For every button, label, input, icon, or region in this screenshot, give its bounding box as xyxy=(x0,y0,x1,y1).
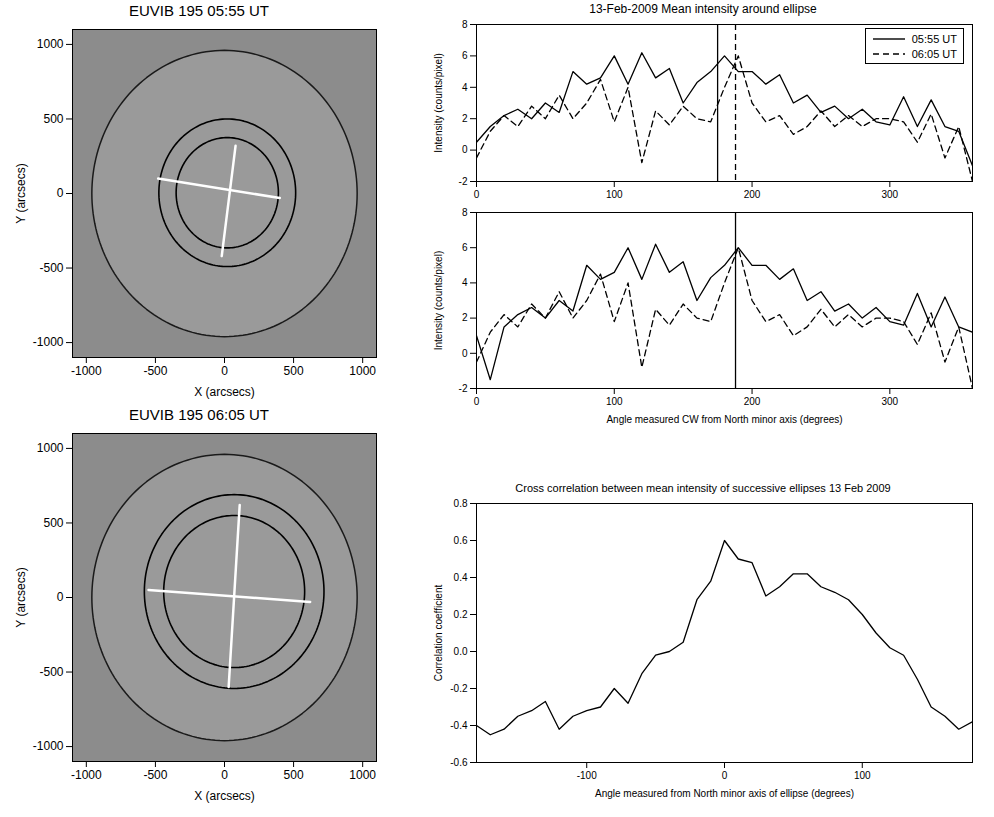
svg-text:0: 0 xyxy=(474,189,480,200)
svg-text:-100: -100 xyxy=(577,770,597,781)
html-text:Cross correlation between mean: Cross correlation between mean intensity… xyxy=(515,482,891,494)
svg-text:Y (arcsecs): Y (arcsecs) xyxy=(14,567,28,627)
svg-text:300: 300 xyxy=(881,189,898,200)
svg-text:1000: 1000 xyxy=(349,768,376,782)
svg-text:Correlation coefficient: Correlation coefficient xyxy=(433,585,444,682)
svg-text:500: 500 xyxy=(43,112,63,126)
svg-text:0: 0 xyxy=(221,768,228,782)
html-text:EUVIB 195 05:55 UT: EUVIB 195 05:55 UT xyxy=(129,2,269,19)
svg-text:Intensity (counts/pixel): Intensity (counts/pixel) xyxy=(433,251,444,351)
svg-text:100: 100 xyxy=(606,396,623,407)
svg-text:-0.2: -0.2 xyxy=(450,683,468,694)
svg-text:0.8: 0.8 xyxy=(454,498,468,509)
svg-text:2: 2 xyxy=(462,113,468,124)
svg-text:500: 500 xyxy=(284,768,304,782)
svg-text:0.4: 0.4 xyxy=(454,572,468,583)
svg-text:0.2: 0.2 xyxy=(454,609,468,620)
svg-text:-500: -500 xyxy=(143,768,167,782)
svg-text:Intensity (counts/pixel): Intensity (counts/pixel) xyxy=(433,53,444,153)
svg-text:-500: -500 xyxy=(39,261,63,275)
svg-text:-1000: -1000 xyxy=(33,335,64,349)
svg-text:X (arcsecs): X (arcsecs) xyxy=(194,789,255,803)
svg-text:0.6: 0.6 xyxy=(454,535,468,546)
svg-text:0: 0 xyxy=(57,590,64,604)
svg-text:0: 0 xyxy=(462,144,468,155)
svg-text:6: 6 xyxy=(462,50,468,61)
svg-text:-500: -500 xyxy=(39,665,63,679)
svg-text:1000: 1000 xyxy=(37,37,64,51)
svg-text:-2: -2 xyxy=(459,176,468,187)
svg-text:-0.6: -0.6 xyxy=(450,757,468,768)
svg-text:0: 0 xyxy=(474,396,480,407)
svg-text:Angle measured from North mino: Angle measured from North minor axis of … xyxy=(595,788,854,799)
svg-text:100: 100 xyxy=(854,770,871,781)
svg-text:X (arcsecs): X (arcsecs) xyxy=(194,385,255,399)
svg-text:Angle measured CW from North m: Angle measured CW from North minor axis … xyxy=(606,414,842,425)
svg-text:500: 500 xyxy=(284,364,304,378)
svg-text:Y (arcsecs): Y (arcsecs) xyxy=(14,163,28,223)
svg-text:0: 0 xyxy=(57,186,64,200)
svg-text:0.0: 0.0 xyxy=(454,646,468,657)
svg-text:8: 8 xyxy=(462,19,468,30)
html-text:EUVIB 195 06:05 UT: EUVIB 195 06:05 UT xyxy=(129,406,269,423)
svg-text:1000: 1000 xyxy=(349,364,376,378)
svg-text:6: 6 xyxy=(462,242,468,253)
svg-text:2: 2 xyxy=(462,312,468,323)
svg-text:0: 0 xyxy=(462,348,468,359)
html-text:06:05 UT: 06:05 UT xyxy=(911,47,957,60)
html-text:05:55 UT: 05:55 UT xyxy=(911,32,957,45)
svg-text:8: 8 xyxy=(462,207,468,218)
svg-text:300: 300 xyxy=(881,396,898,407)
svg-text:200: 200 xyxy=(744,396,761,407)
html-text:13-Feb-2009 Mean intensity aro: 13-Feb-2009 Mean intensity around ellips… xyxy=(589,2,817,16)
svg-text:-1000: -1000 xyxy=(71,768,102,782)
svg-text:4: 4 xyxy=(462,277,468,288)
svg-text:-500: -500 xyxy=(143,364,167,378)
svg-text:0: 0 xyxy=(221,364,228,378)
svg-text:-0.4: -0.4 xyxy=(450,720,468,731)
svg-text:0: 0 xyxy=(722,770,728,781)
svg-text:100: 100 xyxy=(606,189,623,200)
svg-text:-1000: -1000 xyxy=(71,364,102,378)
svg-text:500: 500 xyxy=(43,516,63,530)
svg-text:1000: 1000 xyxy=(37,441,64,455)
svg-text:200: 200 xyxy=(744,189,761,200)
svg-text:-1000: -1000 xyxy=(33,739,64,753)
svg-text:-2: -2 xyxy=(459,383,468,394)
svg-text:4: 4 xyxy=(462,82,468,93)
